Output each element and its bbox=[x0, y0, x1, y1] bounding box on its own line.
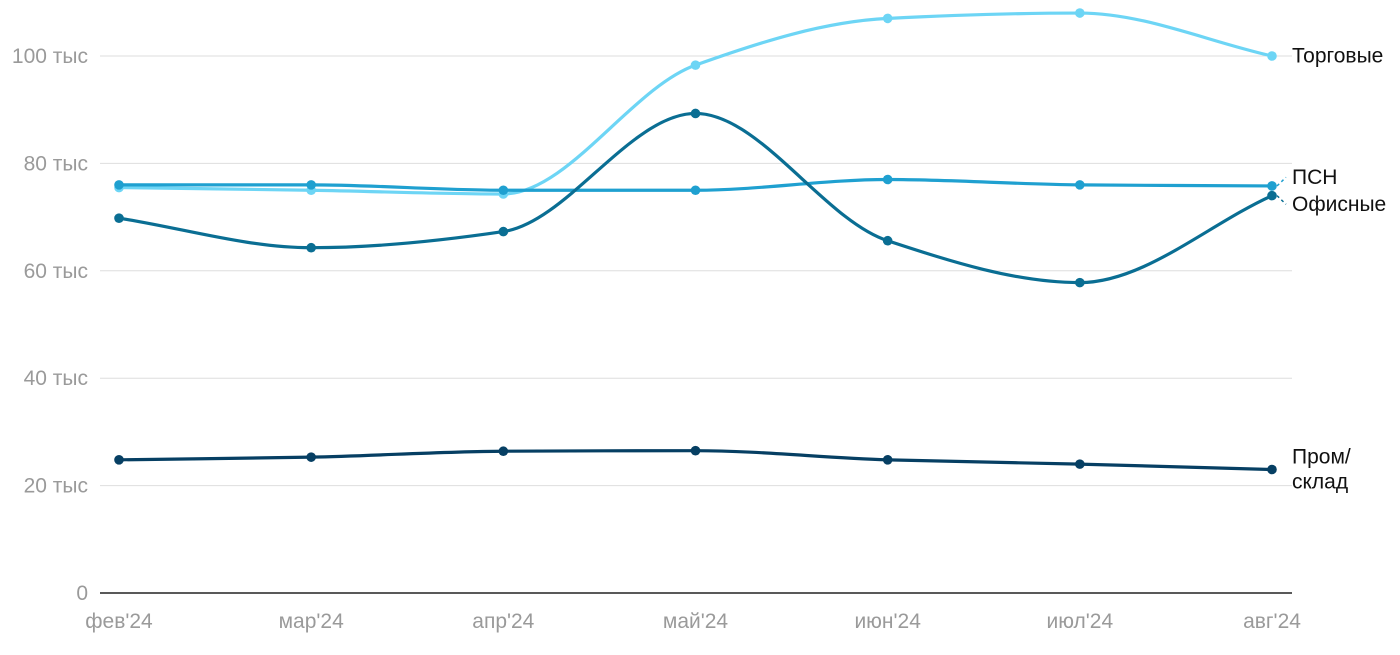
data-point bbox=[882, 174, 893, 185]
x-tick-label: май'24 bbox=[663, 610, 729, 633]
data-point bbox=[1075, 180, 1085, 190]
series-prom-sklad bbox=[114, 445, 1277, 475]
data-point bbox=[690, 108, 701, 119]
data-point bbox=[306, 452, 316, 462]
data-point bbox=[114, 180, 124, 190]
x-tick-label: мар'24 bbox=[279, 610, 344, 633]
data-point bbox=[1075, 8, 1085, 18]
data-point bbox=[1267, 464, 1277, 475]
y-tick-label: 20 тыс bbox=[24, 475, 88, 498]
y-tick-label: 40 тыс bbox=[24, 367, 88, 390]
data-point bbox=[1267, 190, 1277, 201]
series-label-ofisnye: Офисные bbox=[1292, 193, 1386, 216]
series-label-line: Торговые bbox=[1292, 45, 1383, 68]
series-ofisnye bbox=[114, 108, 1277, 288]
series-torgovye bbox=[114, 8, 1277, 199]
data-point bbox=[1267, 181, 1277, 191]
x-tick-label: авг'24 bbox=[1243, 610, 1301, 633]
grid-layer bbox=[100, 55, 1292, 594]
data-point bbox=[498, 226, 509, 237]
series-label-prom-sklad: Пром/склад bbox=[1292, 445, 1351, 493]
series-label-torgovye: Торговые bbox=[1292, 45, 1383, 68]
data-point bbox=[690, 60, 701, 70]
series-labels: Торговые ПСН Офисные Пром/склад bbox=[1276, 45, 1386, 493]
data-point bbox=[498, 185, 509, 196]
series-label-line: Офисные bbox=[1292, 193, 1386, 216]
data-point bbox=[1267, 51, 1277, 61]
data-point bbox=[114, 455, 124, 465]
y-tick-label: 0 bbox=[76, 582, 88, 605]
data-point bbox=[498, 446, 509, 457]
series-label-psn: ПСН bbox=[1292, 166, 1337, 189]
series-line-torgovye bbox=[117, 11, 1274, 196]
series-layer bbox=[114, 8, 1277, 475]
series-label-line: склад bbox=[1292, 470, 1348, 493]
label-leader-line bbox=[1276, 195, 1287, 205]
label-leader-line bbox=[1276, 176, 1287, 187]
data-point bbox=[306, 180, 316, 190]
x-tick-label: июл'24 bbox=[1047, 610, 1114, 633]
series-label-line: ПСН bbox=[1292, 166, 1337, 189]
data-point bbox=[882, 13, 893, 24]
data-point bbox=[690, 445, 701, 456]
data-point bbox=[306, 242, 316, 253]
data-point bbox=[1075, 459, 1085, 469]
x-tick-label: апр'24 bbox=[472, 610, 534, 633]
y-tick-label: 100 тыс bbox=[12, 45, 88, 68]
data-point bbox=[690, 185, 701, 196]
series-label-line: Пром/ bbox=[1292, 445, 1351, 468]
data-point bbox=[882, 455, 893, 465]
series-line-ofisnye bbox=[117, 111, 1274, 285]
y-tick-label: 60 тыс bbox=[24, 260, 88, 283]
data-point bbox=[882, 235, 893, 246]
y-tick-label: 80 тыс bbox=[24, 152, 88, 175]
data-point bbox=[1075, 277, 1085, 288]
x-axis-ticks: фев'24 мар'24 апр'24 май'24 июн'24 июл'24 авг'… bbox=[85, 610, 1301, 633]
data-point bbox=[114, 213, 124, 223]
x-tick-label: июн'24 bbox=[854, 610, 921, 633]
series-psn bbox=[114, 174, 1277, 196]
y-axis-ticks: 0 20 тыс 40 тыс 60 тыс 80 тыс 100 тыс bbox=[12, 45, 88, 605]
x-tick-label: фев'24 bbox=[85, 610, 153, 633]
